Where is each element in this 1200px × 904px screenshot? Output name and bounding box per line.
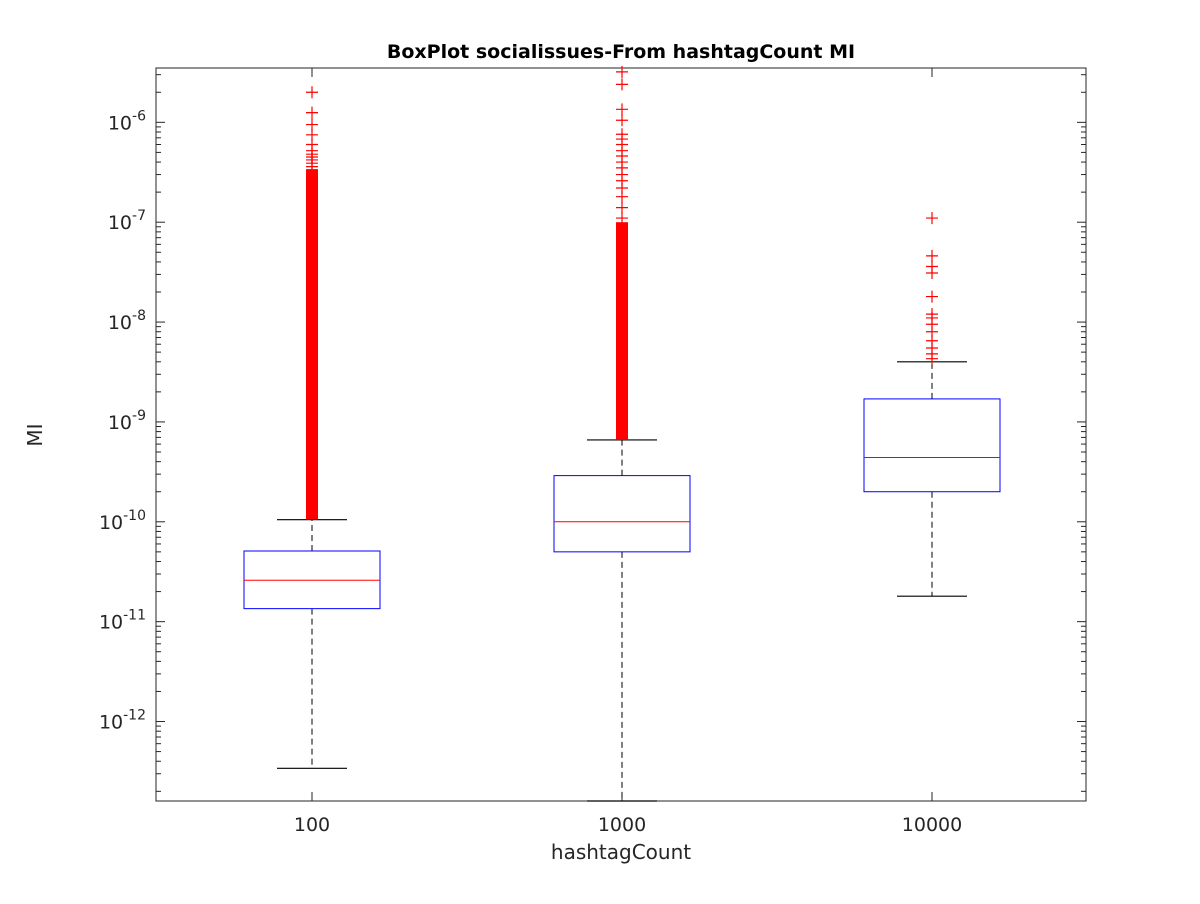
plot-area: 10-12 10-11 10-10 10-9 10-8 10-7 10-6 100 1000 10… <box>99 65 1087 836</box>
outlier-point <box>926 249 938 262</box>
x-tick-label: 100 <box>294 814 330 836</box>
y-tick-label: 10-9 <box>108 408 146 434</box>
y-tick-label: 10-7 <box>108 208 146 234</box>
y-tick-label: 10-8 <box>108 308 146 334</box>
y-tick-label: 10-6 <box>108 108 146 134</box>
outlier-point <box>616 78 628 91</box>
outlier-point <box>616 212 628 225</box>
y-tick-label: 10-11 <box>99 608 146 634</box>
outlier-point <box>306 118 318 131</box>
outlier-band <box>306 169 318 520</box>
outlier-point <box>306 86 318 99</box>
outlier-point <box>306 106 318 119</box>
y-tick-label: 10-10 <box>99 508 146 534</box>
y-tick-label: 10-12 <box>99 708 146 734</box>
x-tick-label: 1000 <box>598 814 646 836</box>
outlier-point <box>926 260 938 273</box>
outlier-point <box>926 290 938 303</box>
x-tick-label: 10000 <box>902 814 962 836</box>
outlier-point <box>616 114 628 127</box>
outlier-point <box>616 103 628 116</box>
box-iqr <box>863 398 1001 493</box>
box-iqr <box>553 475 691 553</box>
y-axis-label: MI <box>23 423 47 446</box>
outlier-point <box>306 128 318 141</box>
outlier-point <box>616 128 628 141</box>
outlier-point <box>926 212 938 225</box>
outlier-point <box>616 201 628 214</box>
outlier-point <box>926 308 938 321</box>
x-axis-label: hashtagCount <box>551 840 691 864</box>
outlier-band <box>616 222 628 440</box>
outlier-point <box>616 65 628 78</box>
chart-title: BoxPlot socialissues-From hashtagCount M… <box>387 41 855 63</box>
